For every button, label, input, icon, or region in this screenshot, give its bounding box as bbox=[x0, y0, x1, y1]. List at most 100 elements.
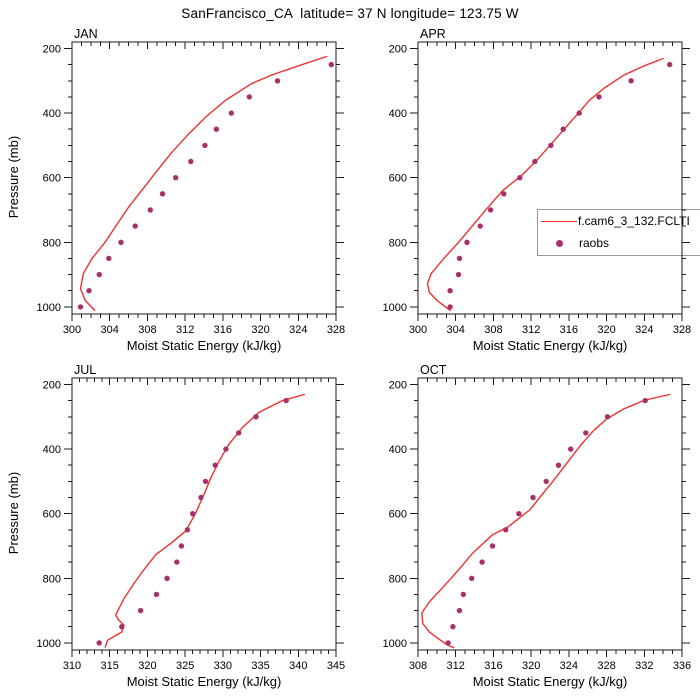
raobs-dot bbox=[106, 255, 112, 262]
raobs-dot bbox=[583, 430, 589, 436]
y-tick-label: 400 bbox=[43, 444, 61, 456]
raobs-dot bbox=[596, 94, 602, 100]
y-tick-label: 1000 bbox=[37, 302, 61, 314]
x-tick-label: 308 bbox=[409, 660, 427, 672]
x-tick-label: 328 bbox=[597, 660, 615, 672]
raobs-dot bbox=[447, 288, 453, 294]
x-axis-label-jul: Moist Static Energy (kJ/kg) bbox=[126, 674, 282, 689]
raobs-dot-series bbox=[447, 61, 673, 310]
raobs-dot bbox=[532, 158, 538, 165]
raobs-dot bbox=[159, 191, 166, 197]
chart-jan: 300 304 308 312 316 320 324 328 200 400 600 800 1000 bbox=[37, 41, 345, 336]
raobs-dot bbox=[77, 304, 84, 310]
x-tick-label: 304 bbox=[447, 324, 465, 336]
raobs-dot bbox=[283, 397, 289, 404]
model-line-series bbox=[421, 393, 671, 649]
x-tick-label: 336 bbox=[673, 660, 691, 672]
plot-frame bbox=[417, 377, 683, 651]
x-tick-label: 312 bbox=[447, 660, 465, 672]
raobs-dot bbox=[202, 478, 209, 485]
y-tick-label: 600 bbox=[43, 509, 61, 521]
raobs-dot bbox=[174, 559, 180, 565]
raobs-dot bbox=[460, 591, 466, 598]
x-tick-label: 308 bbox=[484, 324, 502, 336]
y-axis-label-top-row: Pressure (mb) bbox=[6, 135, 21, 219]
raobs-dot bbox=[642, 397, 648, 404]
panel-title-oct: OCT bbox=[420, 363, 447, 377]
raobs-dot bbox=[213, 126, 219, 132]
raobs-dot-series bbox=[96, 397, 289, 646]
raobs-dot bbox=[628, 78, 634, 84]
model-line-series bbox=[79, 55, 328, 312]
y-tick-label: 400 bbox=[43, 108, 61, 120]
raobs-dot bbox=[188, 158, 194, 165]
x-tick-label: 320 bbox=[251, 324, 269, 336]
x-tick-label: 304 bbox=[101, 324, 119, 336]
x-tick-label: 315 bbox=[101, 660, 119, 672]
raobs-dot bbox=[517, 175, 523, 181]
x-tick-label: 310 bbox=[63, 660, 81, 672]
panel-jul: 310 315 320 325 330 335 340 345 200 400 600 800 1000… bbox=[36, 362, 346, 696]
raobs-dot bbox=[456, 255, 463, 262]
figure-title: SanFrancisco_CA latitude= 37 N longitude… bbox=[181, 6, 519, 21]
panel-jan: 300 304 308 312 316 320 324 328 200 400 600 800 1000… bbox=[36, 26, 346, 360]
raobs-dot-series bbox=[77, 61, 334, 310]
raobs-dot bbox=[246, 94, 252, 100]
raobs-dot bbox=[477, 223, 483, 229]
chart-oct: 308 312 316 320 324 328 332 336 200 400 600 800 1000 bbox=[383, 377, 691, 672]
y-tick-label: 800 bbox=[389, 237, 407, 249]
raobs-dot bbox=[253, 414, 259, 420]
y-tick-label: 400 bbox=[389, 444, 407, 456]
y-tick-label: 200 bbox=[389, 43, 407, 55]
raobs-dot bbox=[487, 207, 494, 213]
model-line-series bbox=[104, 393, 305, 648]
raobs-dot bbox=[137, 607, 144, 614]
legend-dot-sample bbox=[556, 239, 563, 247]
raobs-dot bbox=[455, 271, 462, 278]
y-axis-label-bottom-row: Pressure (mb) bbox=[6, 471, 21, 555]
x-tick-label: 325 bbox=[176, 660, 194, 672]
raobs-dot bbox=[164, 575, 170, 581]
raobs-dot bbox=[456, 607, 463, 614]
y-tick-label: 1000 bbox=[383, 638, 407, 650]
raobs-dot bbox=[202, 142, 208, 149]
raobs-dot bbox=[86, 288, 92, 294]
raobs-dot bbox=[96, 640, 102, 646]
raobs-dot bbox=[153, 591, 160, 598]
legend-line-sample bbox=[541, 220, 577, 222]
panel-title-jul: JUL bbox=[74, 363, 97, 377]
y-tick-label: 800 bbox=[43, 237, 61, 249]
legend: f.cam6_3_132.FCLTI raobs bbox=[537, 209, 700, 256]
raobs-dot bbox=[667, 61, 673, 68]
legend-model-label: f.cam6_3_132.FCLTI bbox=[578, 214, 690, 228]
raobs-dot bbox=[530, 494, 536, 501]
axes bbox=[64, 42, 344, 321]
panel-oct: 308 312 316 320 324 328 332 336 200 400 600 800 1000… bbox=[382, 362, 692, 696]
y-tick-label: 600 bbox=[389, 173, 407, 185]
raobs-dot bbox=[228, 110, 234, 116]
y-tick-label: 800 bbox=[43, 573, 61, 585]
raobs-dot bbox=[450, 624, 456, 630]
x-tick-label: 340 bbox=[289, 660, 307, 672]
raobs-dot bbox=[568, 446, 574, 452]
x-tick-label: 332 bbox=[635, 660, 653, 672]
x-tick-label: 320 bbox=[138, 660, 156, 672]
raobs-dot bbox=[190, 511, 196, 517]
y-tick-label: 600 bbox=[389, 509, 407, 521]
x-tick-label: 316 bbox=[560, 324, 578, 336]
y-tick-label: 200 bbox=[389, 379, 407, 391]
y-tick-label: 1000 bbox=[37, 638, 61, 650]
x-tick-label: 300 bbox=[63, 324, 81, 336]
raobs-dot bbox=[236, 430, 242, 436]
raobs-dot bbox=[178, 543, 185, 549]
raobs-dot bbox=[548, 142, 554, 149]
raobs-dot bbox=[604, 414, 611, 420]
raobs-dot bbox=[198, 494, 204, 501]
x-tick-label: 320 bbox=[522, 660, 540, 672]
x-tick-label: 330 bbox=[214, 660, 232, 672]
x-axis-label-oct: Moist Static Energy (kJ/kg) bbox=[472, 674, 628, 689]
raobs-dot bbox=[223, 446, 229, 452]
panel-title-apr: APR bbox=[420, 27, 446, 41]
y-tick-label: 200 bbox=[43, 43, 61, 55]
x-axis-label-jan: Moist Static Energy (kJ/kg) bbox=[126, 338, 282, 353]
